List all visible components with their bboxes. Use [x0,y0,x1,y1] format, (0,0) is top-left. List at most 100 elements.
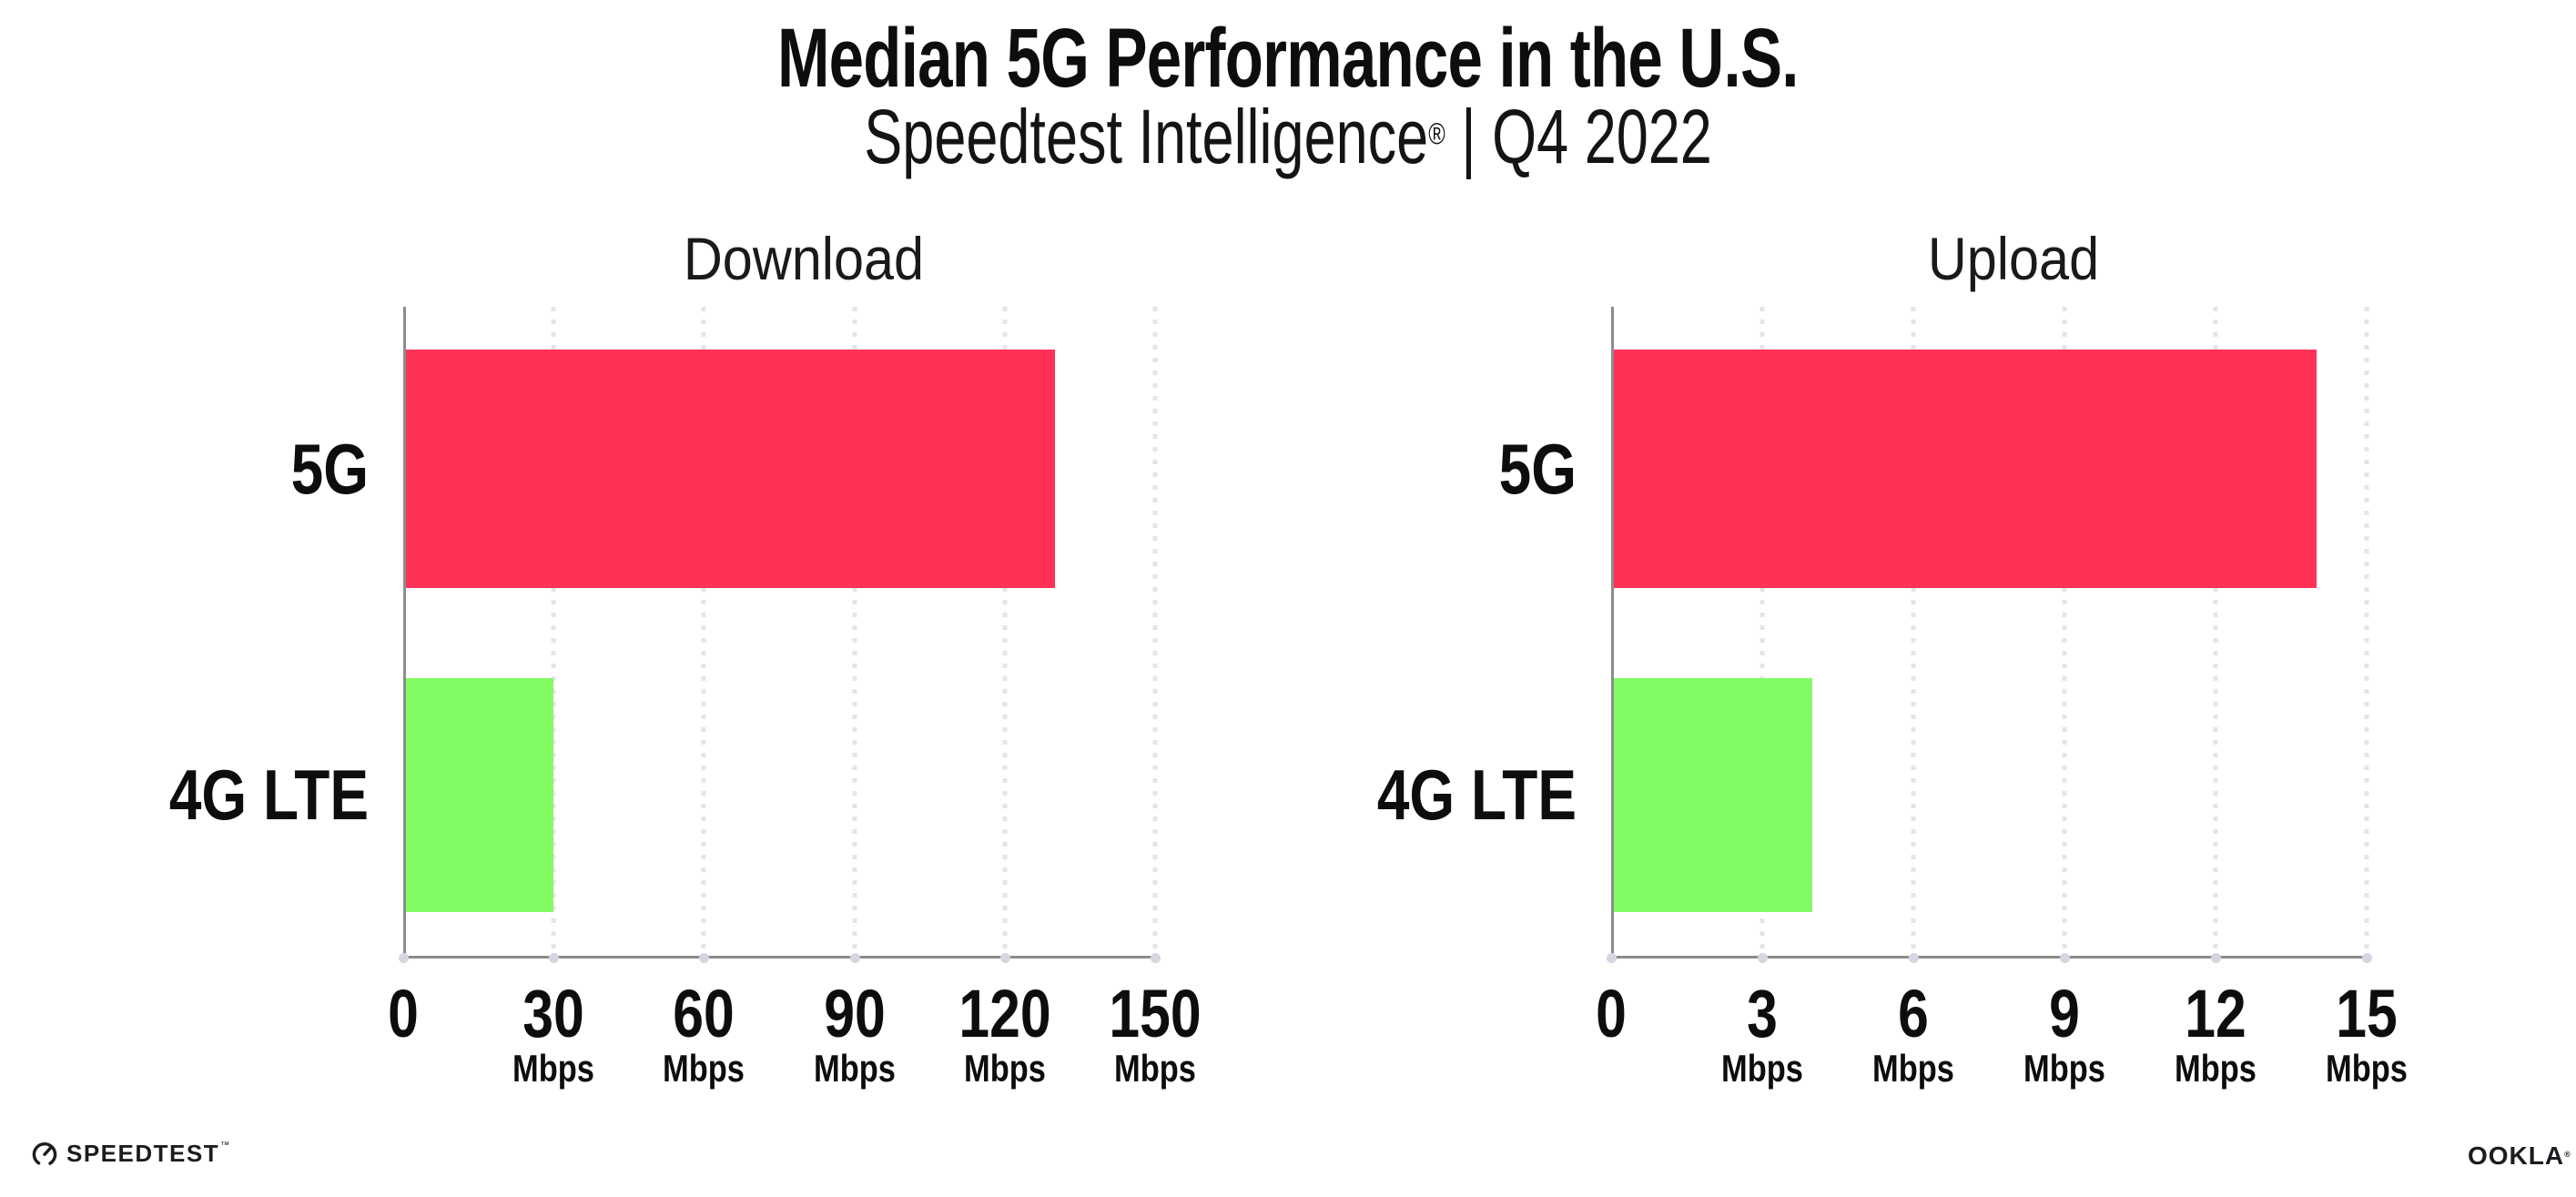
category-label-text: 5G [290,429,369,509]
download-4g-lte-bar [403,678,554,912]
y-axis [1611,307,1614,959]
gridline [1760,307,1765,959]
tick-dot [999,953,1010,963]
tick-unit: Mbps [1863,1050,1963,1088]
tick-value: 60 [666,980,741,1048]
tick-unit-text: Mbps [1872,1047,1954,1090]
tick-value: 6 [1894,980,1932,1048]
speedtest-wordmark: SPEEDTEST [66,1140,220,1167]
tick-value-text: 6 [1898,976,1929,1051]
tick-unit: Mbps [805,1050,905,1088]
upload-category-label-4g-lte: 4G LTE [1334,759,1577,830]
tick-value: 150 [1099,980,1211,1048]
tick-value-text: 150 [1109,976,1202,1051]
tick-dot [1151,953,1161,963]
tick-value-text: 90 [823,976,886,1051]
subtitle-product: Speedtest Intelligence [864,94,1429,179]
tick-unit-text: Mbps [2175,1047,2257,1090]
category-label-text: 4G LTE [168,755,369,835]
download-category-label-5g: 5G [274,433,369,504]
tick-unit: Mbps [654,1050,755,1088]
tick-unit: Mbps [2014,1050,2115,1088]
tick-value-text: 12 [2185,976,2246,1051]
upload-chart: Upload 5G 4G LTE 0 3 Mbps 6 Mbps 9 [1377,228,2408,1088]
x-axis [1611,956,2367,959]
tick-value-text: 30 [522,976,584,1051]
tick-value-text: 60 [673,976,735,1051]
tick-unit-text: Mbps [663,1047,745,1090]
tick-value: 120 [948,980,1060,1048]
ookla-logo: OOKLA® [2468,1143,2571,1169]
tick-value: 90 [816,980,891,1048]
tick-dot [2211,953,2221,963]
x-axis [403,956,1155,959]
tick-unit-text: Mbps [512,1047,595,1090]
y-axis [403,307,406,959]
trademark-symbol: ™ [220,1140,230,1151]
tick-unit: Mbps [2317,1050,2417,1088]
tick-dot [549,953,560,963]
tick-value: 3 [1743,980,1780,1048]
registered-symbol: ® [1428,117,1445,152]
tick-value-text: 15 [2336,976,2398,1051]
speedtest-gauge-icon [32,1141,57,1167]
tick-unit: Mbps [955,1050,1055,1088]
tick-dot [2060,953,2070,963]
registered-symbol: ® [2564,1149,2571,1159]
tick-value: 12 [2178,980,2253,1048]
speedtest-logo: SPEEDTEST ™ [31,1140,230,1167]
tick-value: 0 [1592,980,1629,1048]
download-chart: Download 5G 4G LTE 0 30 Mbps 60 Mbps [169,228,1202,1088]
tick-dot [849,953,860,963]
gridline [2364,307,2369,959]
tick-unit-text: Mbps [1721,1047,1803,1090]
upload-chart-title-text: Upload [1927,225,2100,292]
tick-value-text: 9 [2049,976,2080,1051]
gridline [2062,307,2067,959]
gridline [2213,307,2218,959]
tick-unit-text: Mbps [2023,1047,2105,1090]
tick-unit-text: Mbps [1114,1047,1196,1090]
subtitle-period: | Q4 2022 [1445,94,1712,179]
download-5g-bar [403,350,1055,588]
tick-unit: Mbps [1105,1050,1205,1088]
tick-unit: Mbps [2165,1050,2266,1088]
gridline [1911,307,1916,959]
gridline [1152,307,1158,959]
gridline [1002,307,1008,959]
category-label-text: 4G LTE [1376,755,1577,835]
tick-value: 30 [516,980,591,1048]
tick-value-text: 3 [1747,976,1778,1051]
tick-dot [699,953,710,963]
tick-value: 0 [384,980,421,1048]
page-title-text: Median 5G Performance in the U.S. [777,12,1799,105]
tick-unit-text: Mbps [2326,1047,2408,1090]
upload-5g-bar [1611,350,2317,588]
tick-unit: Mbps [503,1050,603,1088]
download-category-label-4g-lte: 4G LTE [126,759,369,830]
tick-value-text: 0 [1596,976,1627,1051]
tick-dot [1909,953,1919,963]
gridline [852,307,857,959]
category-label-text: 5G [1498,429,1577,509]
tick-unit-text: Mbps [963,1047,1046,1090]
upload-category-label-5g: 5G [1482,433,1577,504]
upload-chart-title: Upload [1918,228,2108,289]
tick-dot [2362,953,2372,963]
page-subtitle: Speedtest Intelligence® | Q4 2022 [0,96,2576,177]
tick-unit-text: Mbps [813,1047,896,1090]
upload-4g-lte-bar [1611,678,1813,912]
download-chart-title-text: Download [683,225,925,292]
tick-value: 9 [2045,980,2083,1048]
tick-dot [399,953,409,963]
ookla-wordmark: OOKLA [2468,1141,2565,1170]
page-title: Median 5G Performance in the U.S. [0,15,2576,103]
gridline [551,307,556,959]
tick-value-text: 120 [958,976,1051,1051]
gridline [701,307,706,959]
tick-unit: Mbps [1712,1050,1812,1088]
tick-dot [1758,953,1768,963]
tick-dot [1607,953,1617,963]
download-chart-title: Download [670,228,938,289]
